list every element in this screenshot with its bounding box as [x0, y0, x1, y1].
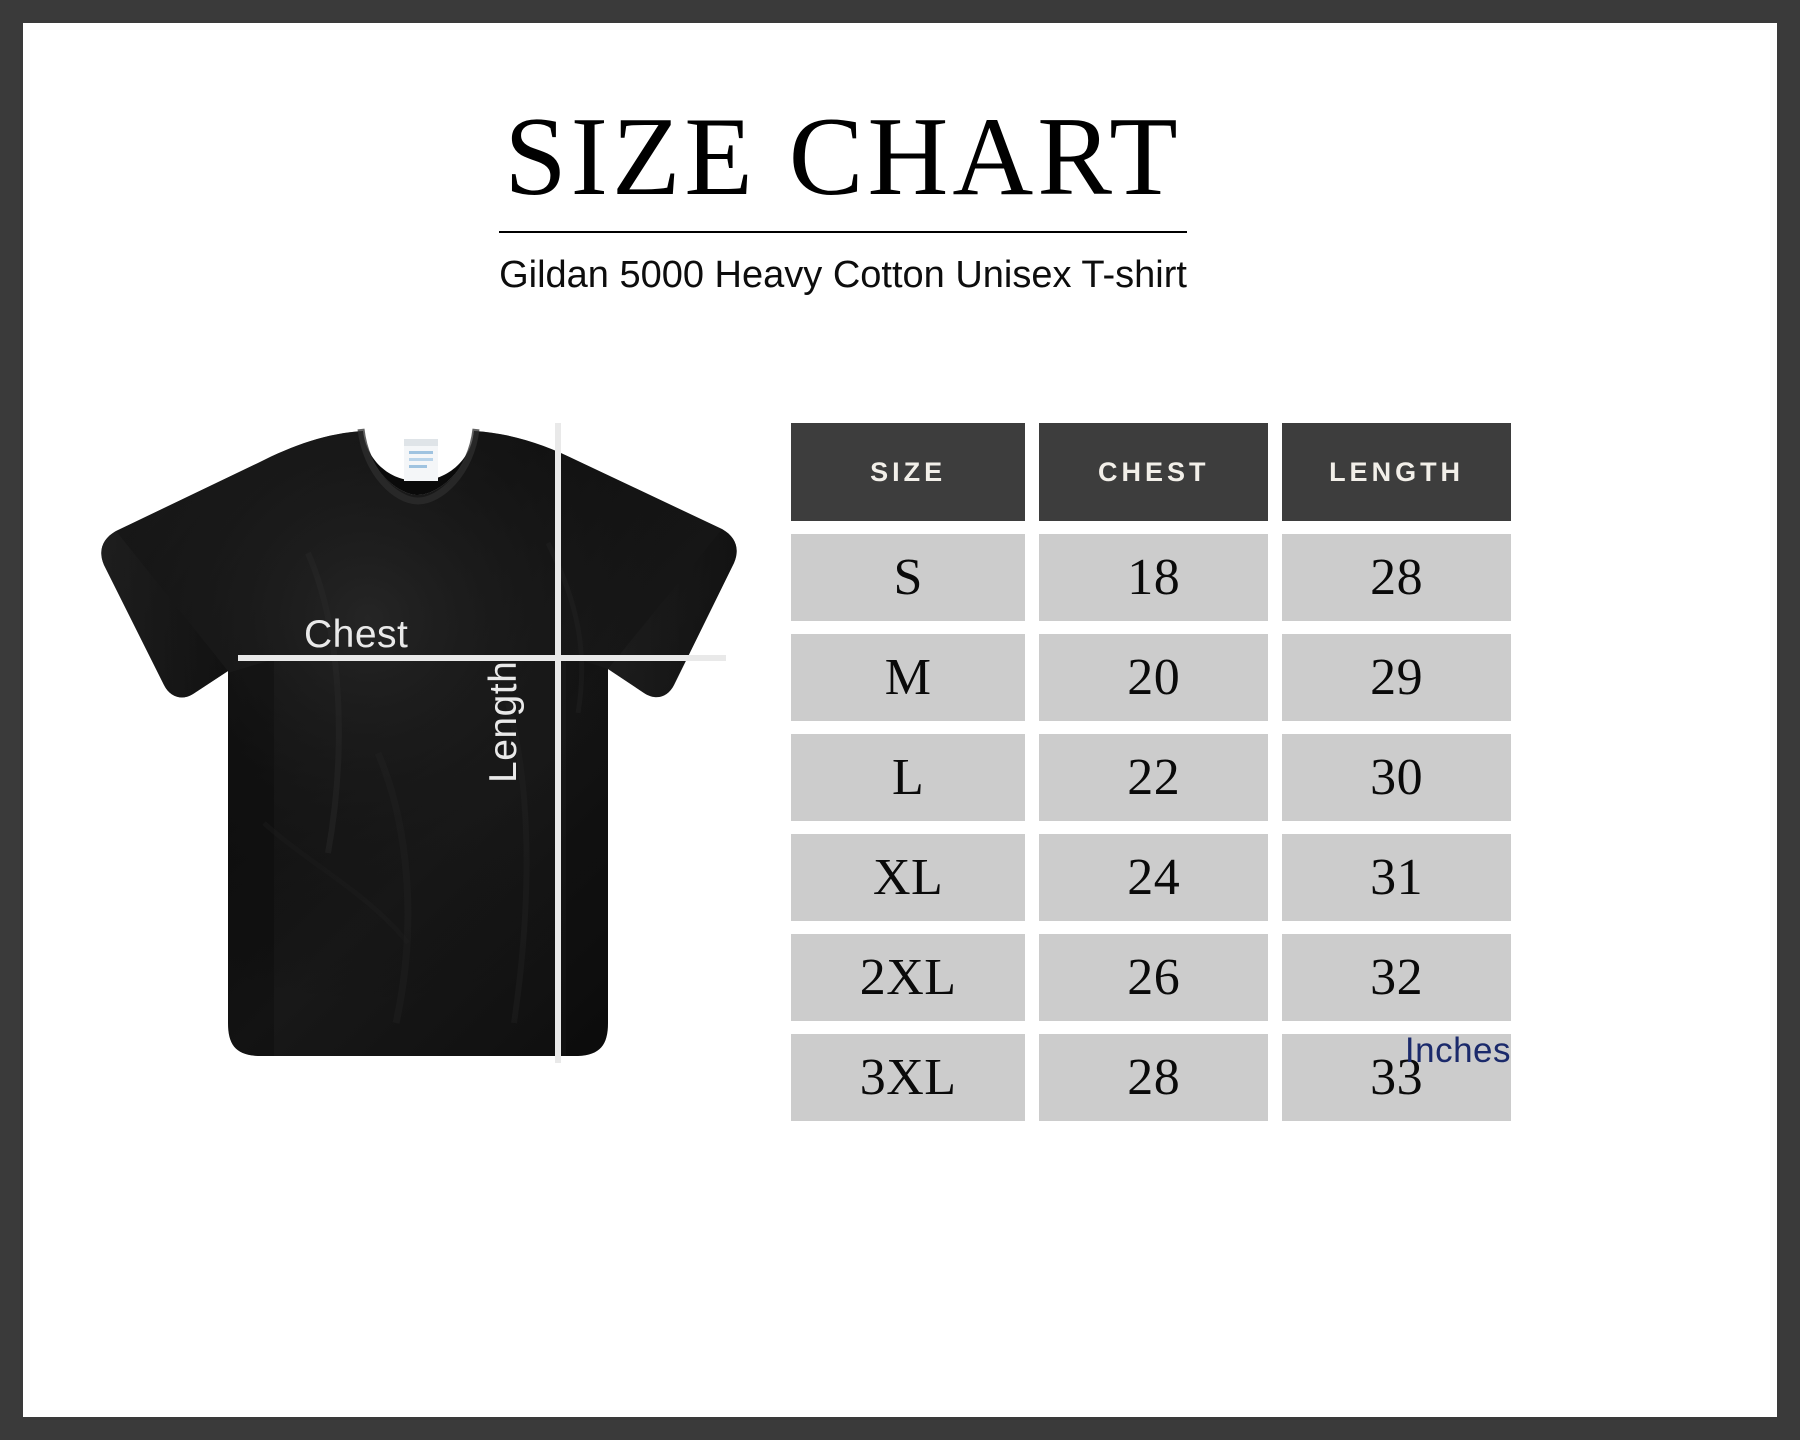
cell-length: 32	[1282, 934, 1511, 1021]
tshirt-body-shape	[101, 431, 737, 1056]
table-row: L 22 30	[791, 734, 1511, 821]
table-row: 3XL 28 33	[791, 1034, 1511, 1121]
cell-chest: 18	[1039, 534, 1269, 621]
table-row: S 18 28	[791, 534, 1511, 621]
length-measurement-label: Length	[482, 660, 525, 783]
cell-chest: 26	[1039, 934, 1269, 1021]
cell-size: 3XL	[791, 1034, 1026, 1121]
title-divider	[499, 231, 1187, 233]
column-header-chest: CHEST	[1039, 423, 1269, 521]
units-label: Inches	[1404, 1031, 1511, 1070]
cell-length: 29	[1282, 634, 1511, 721]
cell-length: 31	[1282, 834, 1511, 921]
header-block: SIZE CHART Gildan 5000 Heavy Cotton Unis…	[453, 101, 1233, 297]
cell-size: S	[791, 534, 1026, 621]
care-label-tag	[404, 439, 438, 481]
page-title: SIZE CHART	[504, 95, 1182, 219]
chest-measurement-label: Chest	[304, 613, 409, 656]
cell-length: 33	[1282, 1034, 1511, 1121]
cell-size: 2XL	[791, 934, 1026, 1021]
collar	[357, 428, 480, 505]
cell-chest: 22	[1039, 734, 1269, 821]
cell-chest: 28	[1039, 1034, 1269, 1121]
cell-length: 28	[1282, 534, 1511, 621]
cell-chest: 24	[1039, 834, 1269, 921]
cell-size: L	[791, 734, 1026, 821]
cell-size: XL	[791, 834, 1026, 921]
column-header-size: SIZE	[791, 423, 1026, 521]
size-table: SIZE CHEST LENGTH S 18 28 M 20 29 L 22 3…	[791, 423, 1511, 1134]
page-subtitle: Gildan 5000 Heavy Cotton Unisex T-shirt	[499, 254, 1187, 296]
column-header-length: LENGTH	[1282, 423, 1511, 521]
table-header-row: SIZE CHEST LENGTH	[791, 423, 1511, 521]
chart-canvas: SIZE CHART Gildan 5000 Heavy Cotton Unis…	[23, 23, 1777, 1417]
table-row: XL 24 31	[791, 834, 1511, 921]
table-row: 2XL 26 32	[791, 934, 1511, 1021]
tshirt-illustration: Chest Length	[78, 423, 778, 1113]
tshirt-svg	[101, 423, 737, 1063]
cell-chest: 20	[1039, 634, 1269, 721]
cell-length: 30	[1282, 734, 1511, 821]
measurement-lines	[238, 423, 726, 1063]
cell-size: M	[791, 634, 1026, 721]
table-row: M 20 29	[791, 634, 1511, 721]
